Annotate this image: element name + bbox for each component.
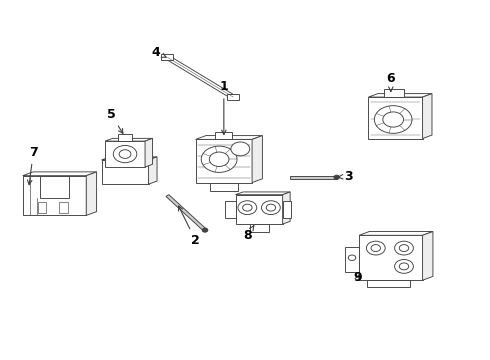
Polygon shape — [359, 231, 433, 235]
Circle shape — [113, 145, 137, 163]
Polygon shape — [236, 192, 290, 195]
Polygon shape — [23, 172, 97, 176]
Circle shape — [394, 241, 414, 255]
Bar — [23, 176, 86, 215]
Circle shape — [371, 245, 380, 252]
Bar — [105, 141, 145, 167]
Text: 2: 2 — [178, 206, 200, 247]
Polygon shape — [101, 157, 157, 160]
Polygon shape — [422, 94, 432, 139]
Bar — [345, 247, 359, 271]
Circle shape — [266, 204, 275, 211]
Circle shape — [119, 150, 131, 158]
Polygon shape — [166, 195, 206, 231]
Bar — [283, 201, 291, 218]
Polygon shape — [252, 136, 263, 183]
Circle shape — [334, 175, 340, 179]
Bar — [38, 202, 47, 213]
Polygon shape — [105, 138, 152, 141]
Polygon shape — [283, 192, 290, 224]
Text: 1: 1 — [220, 80, 228, 135]
Polygon shape — [290, 176, 337, 179]
Bar — [101, 160, 148, 184]
Polygon shape — [148, 157, 157, 184]
Circle shape — [231, 142, 250, 156]
Bar — [225, 201, 236, 218]
Circle shape — [374, 106, 412, 133]
Circle shape — [209, 152, 229, 166]
Circle shape — [367, 241, 385, 255]
FancyBboxPatch shape — [118, 134, 132, 141]
Polygon shape — [196, 136, 263, 139]
Circle shape — [399, 263, 409, 270]
FancyBboxPatch shape — [384, 89, 404, 97]
Text: 3: 3 — [338, 170, 353, 183]
Circle shape — [202, 228, 208, 232]
Circle shape — [262, 201, 280, 215]
Polygon shape — [368, 94, 432, 97]
Circle shape — [394, 260, 414, 273]
Bar — [359, 235, 422, 280]
Circle shape — [399, 245, 409, 252]
Bar — [196, 139, 252, 183]
Text: 9: 9 — [354, 271, 362, 284]
Text: 6: 6 — [387, 72, 395, 91]
Text: 8: 8 — [243, 226, 254, 242]
Circle shape — [348, 255, 356, 261]
Polygon shape — [166, 56, 235, 99]
Circle shape — [238, 201, 257, 215]
Bar — [236, 195, 283, 224]
Bar — [40, 176, 69, 198]
FancyBboxPatch shape — [216, 132, 232, 139]
Bar — [368, 280, 410, 287]
Bar — [161, 54, 173, 60]
Polygon shape — [145, 138, 152, 167]
FancyBboxPatch shape — [250, 224, 269, 232]
Polygon shape — [422, 231, 433, 280]
Text: 4: 4 — [151, 46, 166, 59]
Bar — [59, 202, 68, 213]
Circle shape — [243, 204, 252, 211]
FancyBboxPatch shape — [210, 183, 238, 191]
Circle shape — [201, 146, 237, 172]
Bar — [227, 94, 239, 100]
Text: 5: 5 — [106, 108, 123, 134]
Text: 7: 7 — [27, 146, 38, 185]
Bar — [368, 97, 422, 139]
Circle shape — [383, 112, 404, 127]
Polygon shape — [86, 172, 97, 215]
